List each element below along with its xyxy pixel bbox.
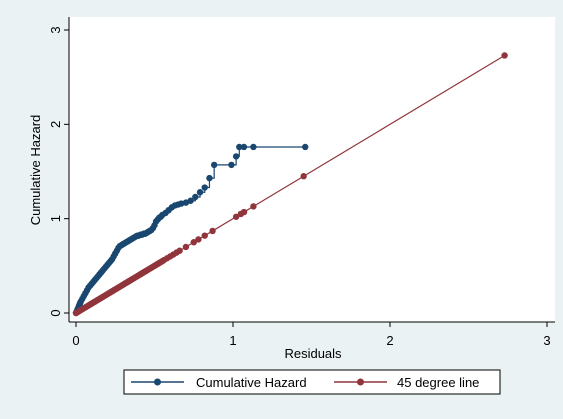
y-axis-label: Cumulative Hazard [28, 115, 43, 226]
data-point [232, 213, 240, 220]
x-axis-ticks: 0 1 2 3 [72, 322, 551, 348]
legend-item-series-2: 45 degree line [334, 375, 479, 390]
data-point [206, 174, 213, 182]
data-point [300, 173, 307, 180]
legend-item-series-1: Cumulative Hazard [131, 375, 307, 390]
x-tick-label: 0 [72, 333, 79, 348]
legend-marker-series-2 [357, 378, 364, 386]
y-tick-label: 2 [48, 121, 63, 128]
data-point [236, 143, 243, 151]
y-tick-label: 3 [48, 26, 63, 33]
data-point [250, 143, 257, 151]
data-point [302, 143, 309, 151]
data-point [209, 227, 216, 235]
legend: Cumulative Hazard 45 degree line [123, 369, 501, 395]
y-tick-label: 1 [48, 215, 63, 222]
x-tick-label: 1 [229, 333, 236, 348]
data-point [201, 184, 208, 191]
legend-label-series-2: 45 degree line [397, 375, 479, 390]
x-tick-label: 2 [386, 333, 393, 348]
data-point [192, 193, 199, 201]
data-point [240, 208, 248, 216]
data-point [210, 161, 218, 169]
legend-marker-series-1 [154, 378, 161, 386]
data-point [501, 52, 508, 59]
data-point [195, 236, 202, 243]
data-point [250, 203, 257, 210]
data-point [176, 247, 183, 254]
legend-label-series-1: Cumulative Hazard [196, 375, 307, 390]
x-tick-label: 3 [543, 333, 550, 348]
data-point [228, 161, 235, 169]
data-point [232, 153, 240, 160]
x-axis-label: Residuals [284, 346, 342, 361]
legend-box [123, 369, 501, 395]
y-tick-label: 0 [48, 309, 63, 316]
series-layer [72, 52, 508, 317]
data-point [190, 239, 197, 246]
data-point [196, 189, 204, 196]
data-point [201, 232, 208, 239]
data-point [240, 143, 248, 151]
data-point [187, 197, 194, 204]
series-2 [72, 52, 508, 317]
data-point [182, 243, 190, 251]
y-axis-ticks: 0 1 2 3 [48, 26, 69, 317]
